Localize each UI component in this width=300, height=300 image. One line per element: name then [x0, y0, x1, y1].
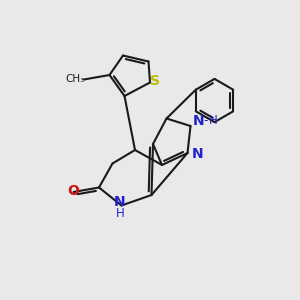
Text: N: N [191, 148, 203, 161]
Text: N: N [193, 114, 205, 128]
Text: H: H [208, 114, 217, 127]
Text: -: - [204, 114, 208, 127]
Text: N: N [114, 195, 126, 209]
Text: O: O [67, 184, 79, 198]
Text: CH₃: CH₃ [65, 74, 85, 85]
Text: S: S [150, 74, 161, 88]
Text: H: H [116, 207, 124, 220]
